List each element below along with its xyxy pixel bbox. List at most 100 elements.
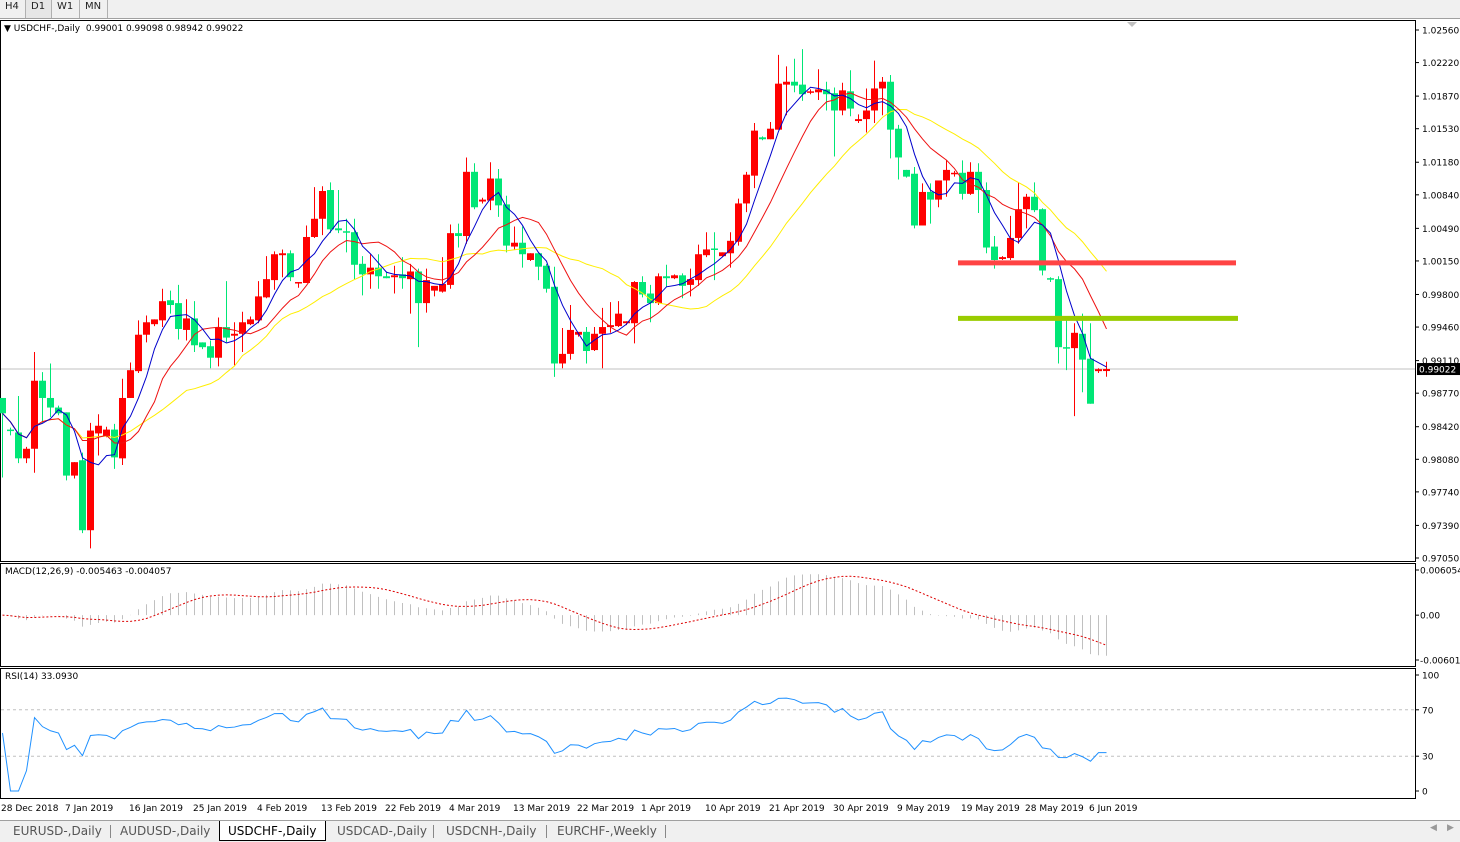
bull-candle (1103, 369, 1110, 372)
bull-candle (863, 110, 870, 120)
bear-candle (535, 253, 542, 267)
bull-candle (127, 370, 134, 398)
ma-slow-line (2, 108, 1107, 439)
date-axis-label: 7 Jan 2019 (65, 804, 113, 814)
timeframe-h4[interactable]: H4 (0, 0, 26, 18)
bear-candle (911, 173, 918, 226)
bear-candle (991, 246, 998, 260)
bear-candle (1087, 358, 1094, 404)
ma-fast-line (2, 86, 1107, 466)
bull-candle (839, 90, 846, 111)
date-axis-label: 28 Dec 2018 (1, 804, 59, 814)
main-chart-frame (0, 20, 1416, 562)
collapse-triangle-icon[interactable]: ▼ (4, 24, 11, 34)
price-axis-label: 0.98420 (1422, 423, 1459, 433)
bull-candle (271, 254, 278, 281)
date-axis-label: 28 May 2019 (1025, 804, 1084, 814)
bear-candle (359, 263, 366, 275)
bull-candle (623, 321, 630, 324)
bull-candle (159, 301, 166, 321)
ohlc-label: 0.99001 0.99098 0.98942 0.99022 (85, 24, 244, 34)
bull-candle (783, 81, 790, 85)
tab-usdcnh[interactable]: USDCNH-,Daily (446, 824, 537, 838)
bull-candle (311, 218, 318, 237)
bull-candle (703, 249, 710, 256)
chart-shift-icon (1127, 22, 1137, 27)
bear-candle (351, 232, 358, 265)
chart-tabs-bar: EURUSD-,Daily AUDUSD-,Daily USDCHF-,Dail… (0, 820, 1460, 842)
date-axis-label: 6 Jun 2019 (1089, 804, 1138, 814)
scroll-left-icon[interactable]: ◀ (1430, 823, 1437, 833)
macd-panel-frame (0, 563, 1416, 667)
bull-candle (935, 180, 942, 200)
bear-candle (791, 81, 798, 86)
tab-usdchf[interactable]: USDCHF-,Daily (219, 821, 326, 841)
price-axis-label: 0.97390 (1422, 522, 1459, 532)
bull-candle (319, 190, 326, 219)
bull-candle (279, 253, 286, 256)
bear-candle (415, 271, 422, 304)
bull-candle (719, 252, 726, 257)
bear-candle (191, 318, 198, 346)
bull-candle (631, 282, 638, 324)
bull-candle (1095, 369, 1102, 372)
bull-candle (607, 325, 614, 328)
bear-candle (1055, 279, 1062, 348)
bull-candle (655, 276, 662, 304)
bull-candle (407, 271, 414, 280)
bull-candle (775, 83, 782, 130)
date-axis-label: 13 Feb 2019 (321, 804, 377, 814)
bull-candle (687, 279, 694, 285)
tab-eurchf[interactable]: EURCHF-,Weekly (557, 824, 657, 838)
macd-axis-label: 0.006054 (1420, 567, 1460, 577)
bear-candle (543, 265, 550, 289)
bull-candle (527, 253, 534, 260)
bull-candle (559, 353, 566, 364)
scroll-right-icon[interactable]: ▶ (1447, 823, 1454, 833)
current-price-tag (1417, 363, 1460, 376)
bear-candle (167, 300, 174, 306)
bear-candle (1063, 347, 1070, 349)
rsi-axis-label: 0 (1422, 788, 1428, 798)
bear-candle (975, 171, 982, 191)
bull-candle (1023, 196, 1030, 210)
bear-candle (207, 346, 214, 358)
bull-candle (31, 380, 38, 449)
bull-candle (439, 283, 446, 292)
bull-candle (751, 130, 758, 176)
bear-candle (663, 276, 670, 279)
bull-candle (599, 327, 606, 334)
price-axis-label: 0.98080 (1422, 456, 1459, 466)
date-axis-label: 13 Mar 2019 (513, 804, 570, 814)
bull-candle (855, 119, 862, 122)
price-axis-label: 0.99110 (1422, 357, 1459, 367)
tab-audusd[interactable]: AUDUSD-,Daily (120, 824, 211, 838)
price-axis-label: 0.98770 (1422, 390, 1459, 400)
rsi-legend: RSI(14) 33.0930 (5, 672, 79, 682)
bull-candle (695, 254, 702, 281)
date-axis-label: 1 Apr 2019 (641, 804, 691, 814)
timeframe-toolbar: H4 D1 W1 MN (0, 0, 1460, 19)
timeframe-w1[interactable]: W1 (52, 0, 80, 18)
tab-usdcad[interactable]: USDCAD-,Daily (337, 824, 427, 838)
chart-canvas[interactable]: 1.02560 1.02220 1.01870 1.01530 1.01180 1.008… (0, 0, 1460, 820)
price-axis-label: 1.00150 (1422, 257, 1459, 267)
date-axis-label: 30 Apr 2019 (833, 804, 889, 814)
date-axis-label: 25 Jan 2019 (193, 804, 247, 814)
bear-candle (583, 331, 590, 352)
date-axis-label: 21 Apr 2019 (769, 804, 825, 814)
date-axis-label: 22 Mar 2019 (577, 804, 634, 814)
timeframe-mn[interactable]: MN (80, 0, 108, 18)
bull-candle (487, 178, 494, 201)
tab-eurusd[interactable]: EURUSD-,Daily (13, 824, 102, 838)
bull-candle (951, 172, 958, 175)
bull-candle (615, 313, 622, 327)
bear-candle (0, 397, 6, 414)
bull-candle (255, 296, 262, 321)
date-axis-label: 4 Feb 2019 (257, 804, 308, 814)
bull-candle (879, 81, 886, 89)
rsi-axis-label: 30 (1422, 753, 1434, 763)
bear-candle (639, 282, 646, 295)
timeframe-d1[interactable]: D1 (26, 0, 52, 18)
